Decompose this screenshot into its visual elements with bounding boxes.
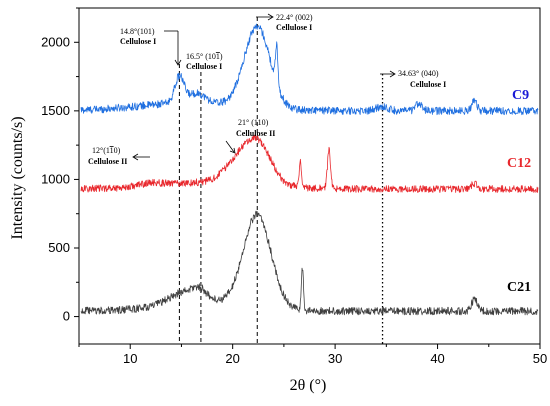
x-tick-label: 20 <box>225 351 239 366</box>
series-line-c21 <box>80 210 539 316</box>
y-axis: 0 500 1000 1500 2000 <box>41 7 79 324</box>
series-label-c12: C12 <box>507 156 531 171</box>
series-line-c12 <box>80 134 539 193</box>
series-label-c21: C21 <box>507 280 531 295</box>
y-tick-label: 1500 <box>41 103 70 118</box>
annotation-16-5-angle: 16.5° (101) <box>186 52 223 61</box>
y-tick-label: 2000 <box>41 34 70 49</box>
annotation-22-4-angle: 22.4° (002) <box>276 13 313 22</box>
annotation-14-8: 14.8°(101) Cellulose I <box>120 27 182 66</box>
series-line-c9 <box>80 23 539 116</box>
annotation-12-angle: 12°(110) <box>92 146 121 155</box>
plot-frame <box>78 7 541 345</box>
annotation-12-phase: Cellulose II <box>88 157 127 166</box>
annotation-34-63: 34.63° (040) Cellulose I <box>380 69 446 89</box>
y-tick-label: 1000 <box>41 171 70 186</box>
reference-lines <box>178 17 384 344</box>
x-tick-label: 50 <box>533 351 547 366</box>
annotation-21-phase: Cellulose II <box>236 129 275 138</box>
x-tick-label: 40 <box>430 351 444 366</box>
annotation-12: 12°(110) Cellulose II <box>88 146 150 166</box>
annotation-21: 21° (110) Cellulose II <box>225 118 275 154</box>
x-axis-title: 2θ (°) <box>290 377 327 394</box>
annotation-16-5: 16.5° (101) Cellulose I <box>186 52 223 71</box>
y-axis-title: Intensity (counts/s) <box>9 116 26 239</box>
x-axis: 10 20 30 40 50 <box>78 344 547 366</box>
series-label-c9: C9 <box>512 88 529 103</box>
annotation-34-63-phase: Cellulose I <box>410 80 446 89</box>
x-tick-label: 30 <box>328 351 342 366</box>
annotation-14-8-angle: 14.8°(101) <box>120 27 155 36</box>
annotation-22-4-phase: Cellulose I <box>276 23 312 32</box>
y-tick-label: 0 <box>63 309 70 324</box>
annotation-22-4: 22.4° (002) Cellulose I <box>256 13 313 32</box>
x-tick-label: 10 <box>123 351 137 366</box>
annotation-21-angle: 21° (110) <box>238 118 269 127</box>
series-group <box>80 23 539 316</box>
y-tick-label: 500 <box>48 240 70 255</box>
annotation-14-8-phase: Cellulose I <box>120 37 156 46</box>
annotation-16-5-phase: Cellulose I <box>186 62 222 71</box>
annotation-34-63-angle: 34.63° (040) <box>398 69 439 78</box>
